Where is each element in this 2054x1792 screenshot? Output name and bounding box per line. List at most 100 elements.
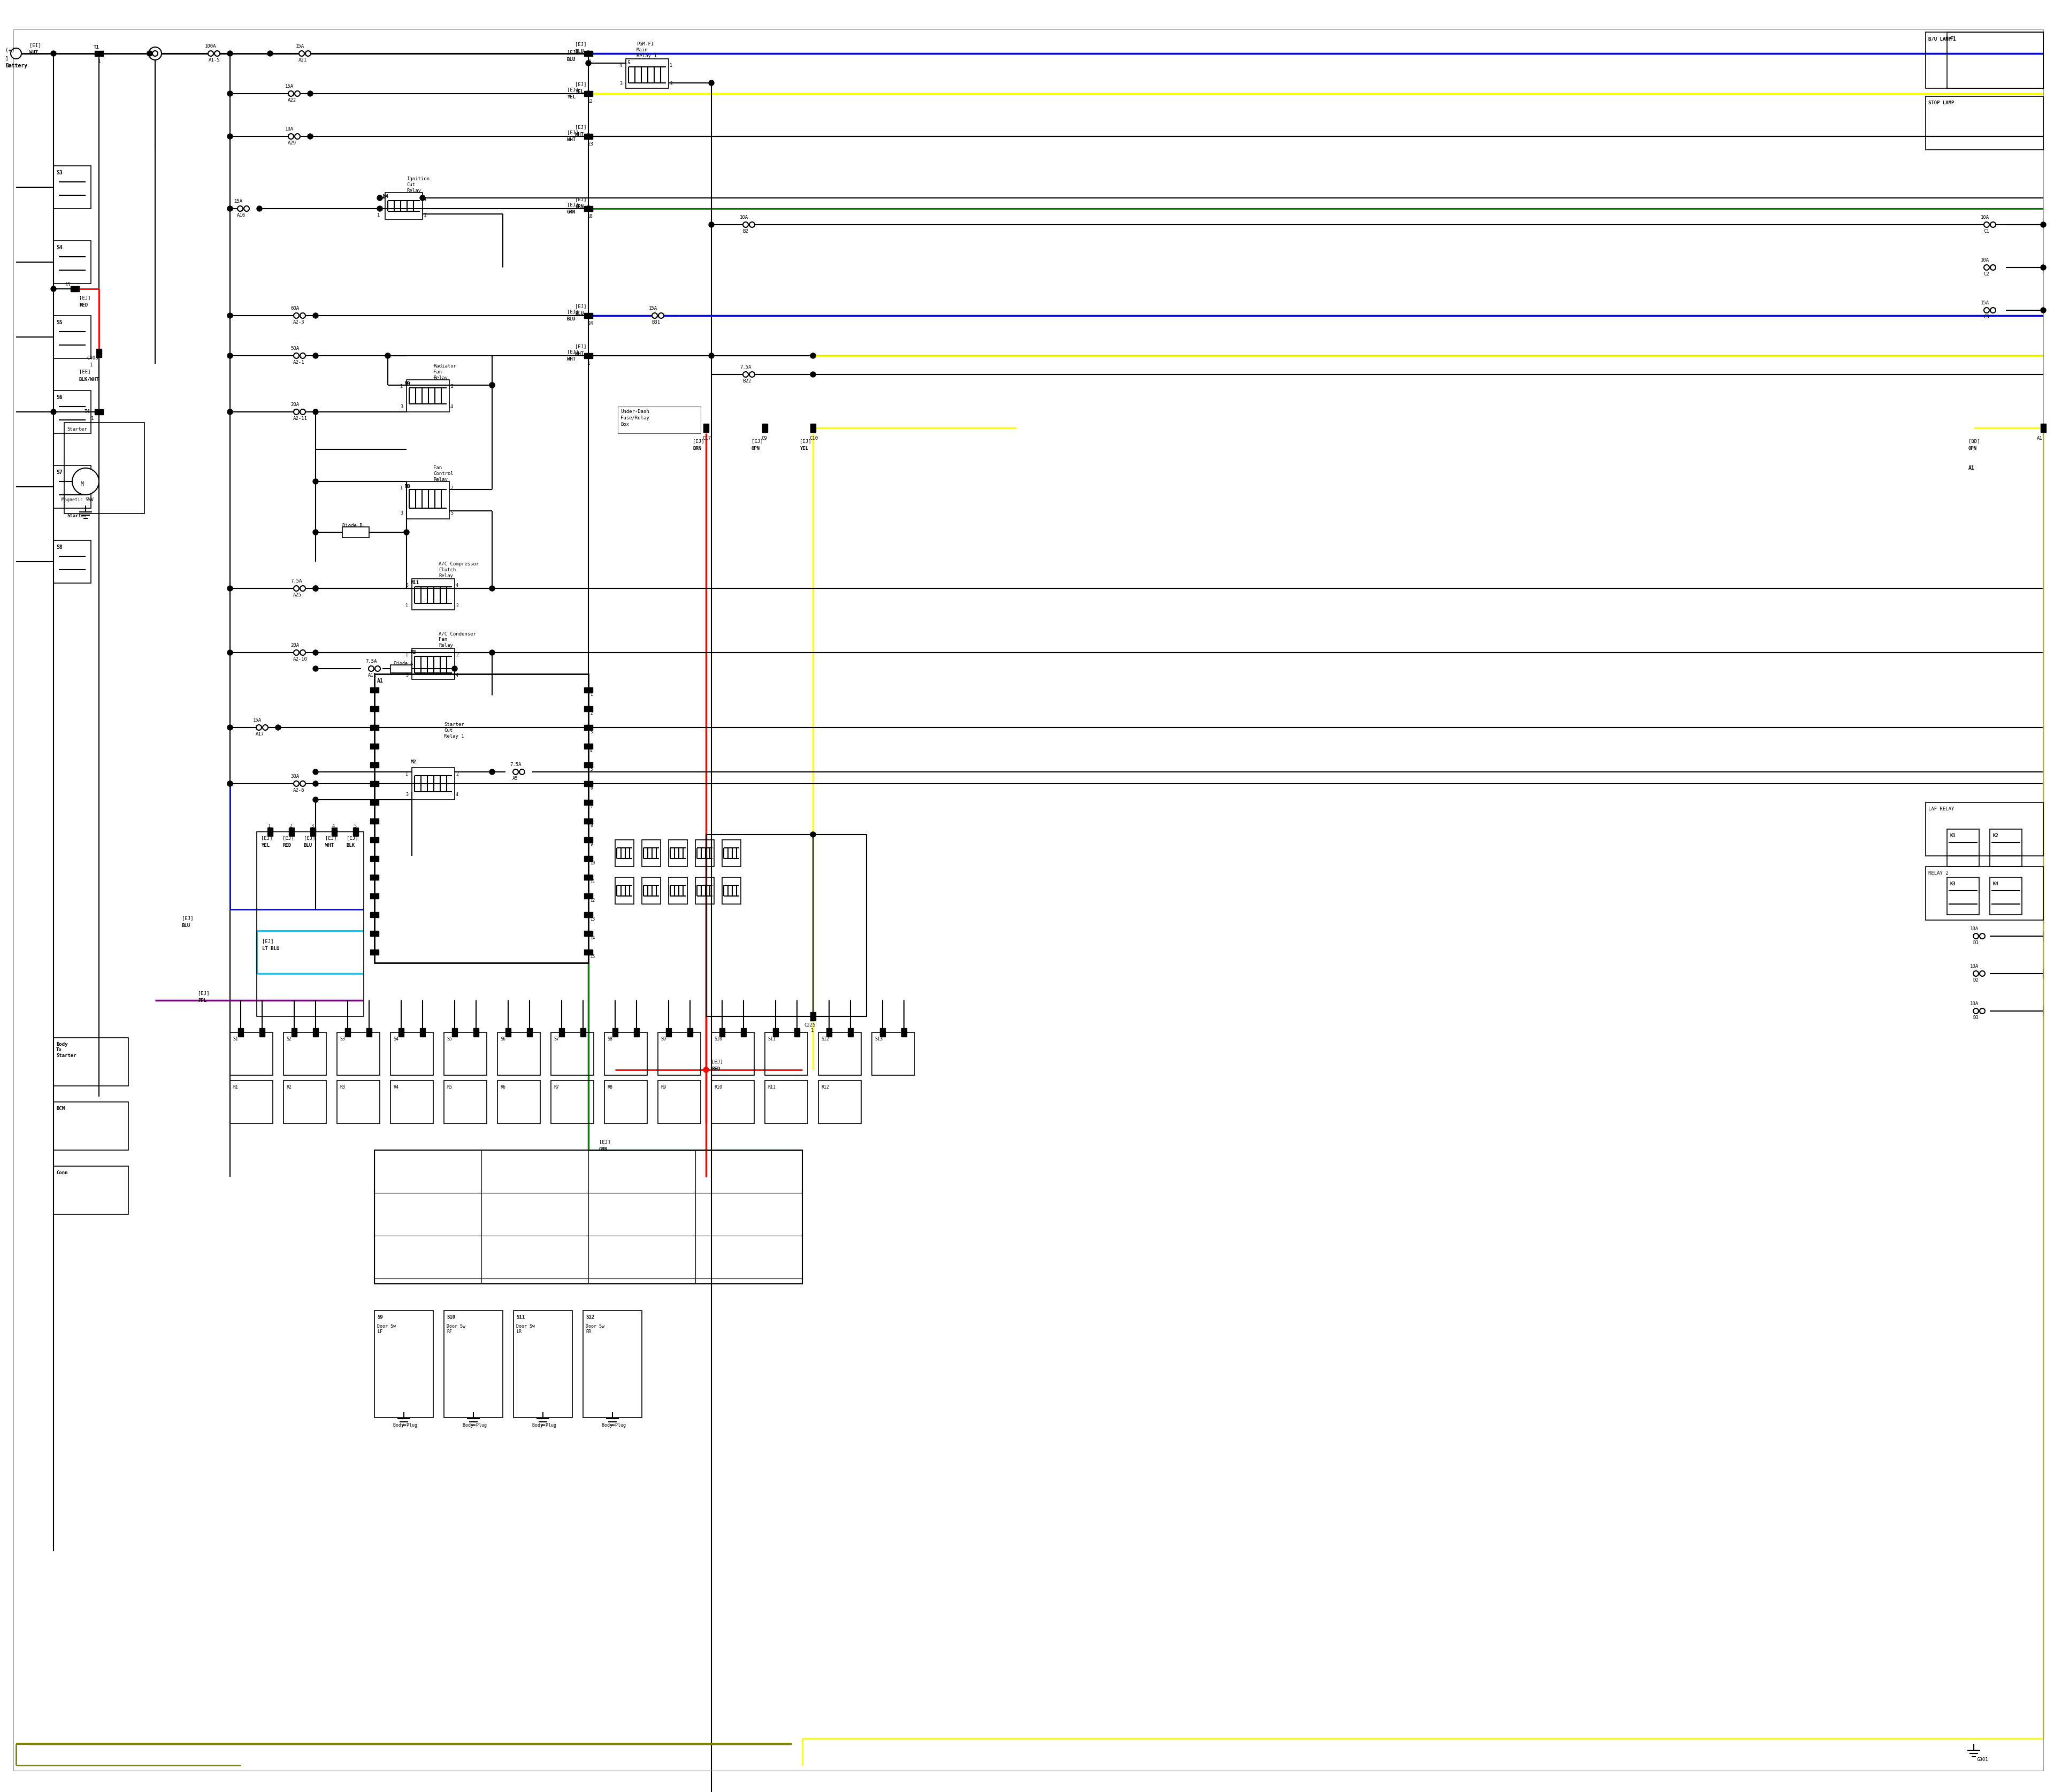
Text: S4: S4 — [55, 246, 62, 251]
Bar — [53, 1038, 127, 1086]
Text: Relay: Relay — [440, 643, 454, 647]
Circle shape — [585, 61, 592, 66]
Circle shape — [702, 1068, 709, 1073]
Bar — [310, 828, 316, 837]
Text: 1: 1 — [99, 59, 101, 65]
Text: Battery: Battery — [6, 63, 27, 68]
Circle shape — [489, 586, 495, 591]
Text: [EJ]: [EJ] — [799, 439, 811, 443]
Bar — [407, 482, 450, 520]
Text: [EJ]: [EJ] — [261, 835, 273, 840]
Circle shape — [1984, 222, 1988, 228]
Circle shape — [312, 769, 318, 774]
Text: S9: S9 — [378, 1315, 382, 1319]
Text: 3: 3 — [401, 511, 403, 516]
Text: 3: 3 — [405, 792, 409, 797]
Bar — [657, 1032, 700, 1075]
Text: K4: K4 — [1992, 882, 1999, 887]
Circle shape — [1974, 971, 1978, 977]
Text: R1: R1 — [232, 1084, 238, 1090]
Text: 2: 2 — [670, 81, 672, 86]
Text: 1: 1 — [670, 63, 672, 68]
Text: 3: 3 — [401, 405, 403, 409]
Circle shape — [386, 353, 390, 358]
Text: A17: A17 — [255, 731, 265, 737]
Text: R2: R2 — [286, 1084, 292, 1090]
Text: 20A: 20A — [290, 401, 300, 407]
Circle shape — [267, 50, 273, 56]
Circle shape — [263, 724, 267, 729]
Bar — [53, 1102, 127, 1150]
Bar — [817, 1032, 861, 1075]
Text: 10A: 10A — [1980, 258, 1990, 263]
Circle shape — [257, 206, 263, 211]
Bar — [1947, 878, 1980, 914]
Bar — [370, 799, 378, 805]
Text: M8: M8 — [405, 484, 411, 489]
Text: [EJ]: [EJ] — [575, 125, 587, 129]
Text: K1: K1 — [1949, 833, 1955, 839]
Bar — [353, 828, 357, 837]
Text: K3: K3 — [1949, 882, 1955, 887]
Text: S7: S7 — [55, 470, 62, 475]
Circle shape — [275, 724, 281, 729]
Bar — [283, 1032, 327, 1075]
Circle shape — [244, 206, 249, 211]
Text: Diode B: Diode B — [343, 523, 362, 529]
Text: 60A: 60A — [290, 306, 300, 310]
Bar — [370, 930, 378, 935]
Bar — [583, 688, 594, 694]
Text: 30A: 30A — [290, 774, 300, 780]
Text: R12: R12 — [822, 1084, 830, 1090]
Text: 4: 4 — [423, 197, 427, 202]
Text: 4: 4 — [620, 63, 622, 68]
Text: A/C Condenser: A/C Condenser — [440, 631, 477, 636]
Text: S4: S4 — [392, 1038, 398, 1041]
Text: OPN: OPN — [1968, 446, 1978, 452]
Circle shape — [419, 195, 425, 201]
Circle shape — [51, 287, 55, 292]
Circle shape — [659, 314, 663, 319]
Bar — [583, 353, 594, 358]
Circle shape — [585, 50, 592, 56]
Text: PPL: PPL — [197, 998, 207, 1004]
Circle shape — [228, 134, 232, 140]
Bar — [702, 423, 709, 432]
Text: LAF RELAY: LAF RELAY — [1929, 806, 1953, 812]
Text: 12: 12 — [587, 99, 594, 104]
Text: BLU: BLU — [575, 312, 583, 315]
Text: Under-Dash: Under-Dash — [620, 409, 649, 414]
Text: R4: R4 — [392, 1084, 398, 1090]
Bar — [583, 724, 594, 729]
Bar — [583, 1310, 641, 1417]
Circle shape — [1974, 1009, 1978, 1014]
Text: A11: A11 — [368, 674, 376, 677]
Circle shape — [294, 314, 300, 319]
Circle shape — [148, 47, 162, 59]
Bar — [612, 1029, 618, 1038]
Circle shape — [312, 314, 318, 319]
Text: 20A: 20A — [290, 643, 300, 647]
Circle shape — [300, 650, 306, 656]
Bar — [626, 59, 670, 88]
Bar — [267, 828, 273, 837]
Text: C225: C225 — [803, 1023, 815, 1027]
Text: C408: C408 — [86, 357, 99, 360]
Text: GRN: GRN — [567, 210, 575, 215]
Circle shape — [376, 667, 380, 672]
Bar — [723, 840, 741, 867]
Text: 4: 4 — [589, 749, 592, 753]
Circle shape — [294, 353, 300, 358]
Text: K2: K2 — [1992, 833, 1999, 839]
Bar — [1927, 97, 2044, 151]
Text: RED: RED — [711, 1066, 721, 1072]
Bar — [390, 1032, 433, 1075]
Text: BLU: BLU — [567, 57, 575, 63]
Circle shape — [405, 530, 409, 536]
Text: 50A: 50A — [290, 346, 300, 351]
Text: S7: S7 — [555, 1038, 559, 1041]
Text: [EJ]: [EJ] — [575, 82, 587, 86]
Circle shape — [228, 586, 232, 591]
Text: Relay: Relay — [440, 573, 454, 579]
Text: 1: 1 — [811, 1029, 813, 1032]
